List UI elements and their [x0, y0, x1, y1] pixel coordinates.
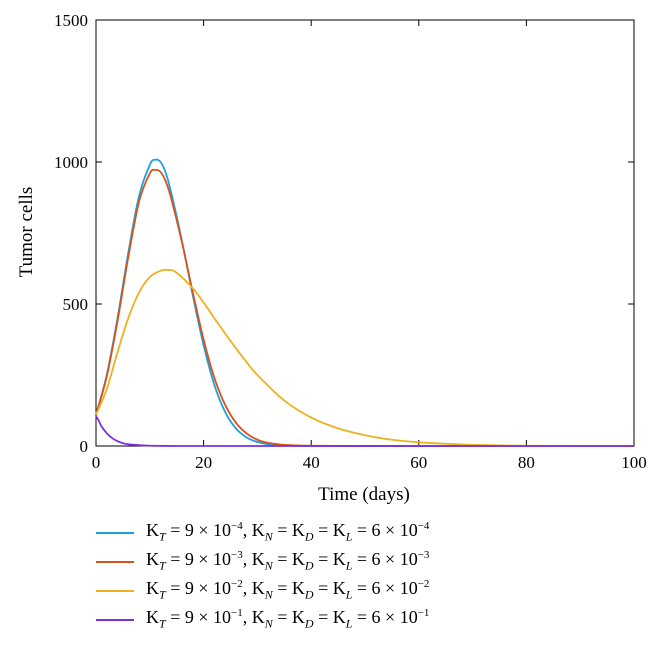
y-axis-label: Tumor cells — [16, 187, 37, 278]
legend-swatch — [96, 531, 134, 534]
legend-swatch — [96, 560, 134, 563]
x-axis-label: Time (days) — [318, 484, 410, 505]
y-tick-label: 500 — [63, 295, 89, 314]
legend-item: KT = 9 × 10−2, KN = KD = KL = 6 × 10−2 — [96, 576, 616, 605]
legend-swatch — [96, 618, 134, 621]
legend-item: KT = 9 × 10−4, KN = KD = KL = 6 × 10−4 — [96, 518, 616, 547]
y-tick-label: 0 — [80, 437, 89, 456]
legend-label: KT = 9 × 10−3, KN = KD = KL = 6 × 10−3 — [146, 549, 430, 573]
plot-frame — [95, 19, 635, 447]
series-line-2 — [95, 168, 634, 447]
x-tick-label: 0 — [92, 453, 101, 472]
y-tick-label: 1000 — [54, 153, 88, 172]
legend-item: KT = 9 × 10−3, KN = KD = KL = 6 × 10−3 — [96, 547, 616, 576]
x-tick-label: 100 — [621, 453, 647, 472]
legend-item: KT = 9 × 10−1, KN = KD = KL = 6 × 10−1 — [96, 605, 616, 634]
legend-swatch — [96, 589, 134, 592]
series-line-1 — [95, 158, 634, 447]
x-tick-label: 80 — [518, 453, 535, 472]
x-tick-label: 20 — [195, 453, 212, 472]
legend-label: KT = 9 × 10−4, KN = KD = KL = 6 × 10−4 — [146, 520, 430, 544]
x-tick-label: 40 — [303, 453, 320, 472]
x-tick-label: 60 — [410, 453, 427, 472]
y-tick-label: 1500 — [54, 11, 88, 30]
series-line-4 — [95, 415, 634, 447]
legend-label: KT = 9 × 10−2, KN = KD = KL = 6 × 10−2 — [146, 578, 430, 602]
series-line-3 — [95, 268, 635, 447]
legend-label: KT = 9 × 10−1, KN = KD = KL = 6 × 10−1 — [146, 607, 430, 631]
legend: KT = 9 × 10−4, KN = KD = KL = 6 × 10−4 KT… — [96, 518, 616, 634]
